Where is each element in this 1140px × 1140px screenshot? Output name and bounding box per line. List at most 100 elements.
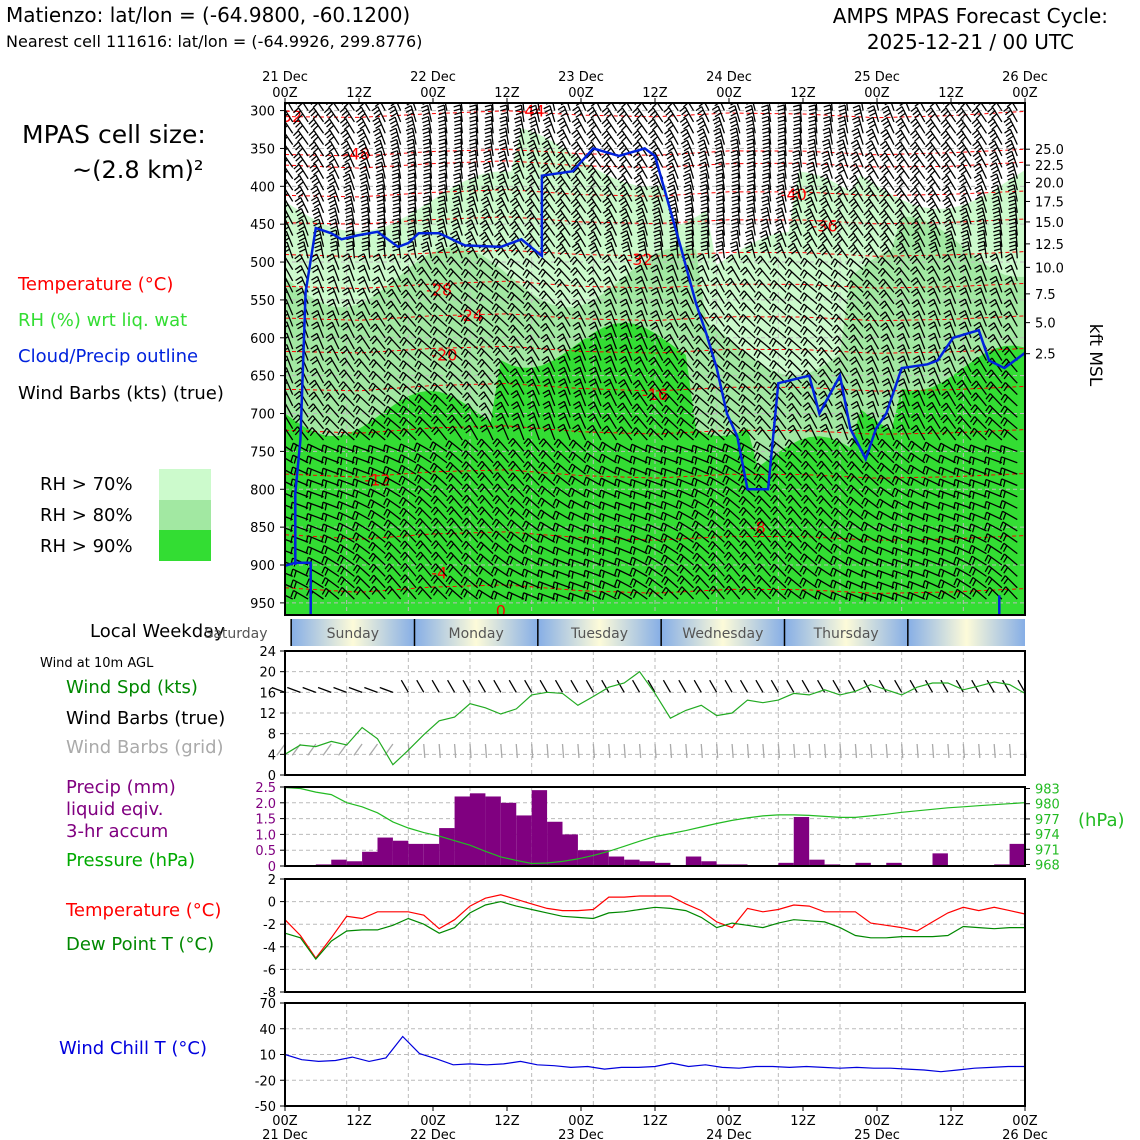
wind-barb-feather — [499, 130, 507, 135]
wind-barb-feather — [290, 466, 294, 475]
wind-barb-feather — [439, 168, 447, 172]
wind-barb-feather — [312, 113, 319, 120]
wind-barb-feather — [445, 360, 451, 367]
wind-barb-feather — [525, 174, 532, 180]
wind-barb-feather — [324, 356, 331, 363]
wind-barb-feather — [285, 402, 286, 403]
wind-barb-feather — [652, 210, 660, 215]
wind-barb-staff — [449, 587, 463, 600]
wind-barb-feather — [638, 248, 646, 252]
wind-barb-feather — [636, 199, 643, 205]
wind-barb-feather — [694, 431, 700, 438]
forecast-cycle-title: AMPS MPAS Forecast Cycle: 2025-12-21 / 0… — [833, 3, 1108, 55]
wind-barb-feather — [351, 456, 355, 464]
wind-barb-feather — [476, 358, 483, 366]
wind-barb-feather — [341, 287, 349, 293]
wind-barb-feather — [500, 123, 508, 127]
wind-barb-feather — [573, 109, 581, 115]
wind-barb-staff — [696, 552, 710, 566]
wind-barb-staff — [376, 288, 386, 305]
wind-barb-feather — [742, 257, 749, 264]
wind-barb-feather — [325, 395, 332, 402]
wind-barb-feather — [726, 316, 732, 323]
wind-barb-feather — [634, 275, 642, 281]
wind-barb-feather — [388, 95, 394, 99]
wind-barb-feather — [670, 236, 678, 241]
wind-barb-staff — [752, 139, 756, 157]
wind-barb-staff — [569, 592, 586, 600]
wind-barb-feather — [761, 225, 769, 230]
wind-barb-feather — [601, 164, 608, 171]
wind-barb-feather — [651, 290, 659, 296]
wind-barb-staff — [699, 300, 710, 316]
wind-barb-feather — [725, 374, 731, 382]
wind-barb-staff — [322, 467, 340, 475]
wind-barb-feather — [437, 225, 445, 230]
wind-barb-feather — [632, 457, 636, 465]
wind-barb-feather — [479, 532, 485, 539]
wind-barb-feather — [603, 366, 611, 372]
wind-barb-feather — [542, 337, 549, 343]
wind-barb-feather — [679, 384, 685, 392]
wind-barb-staff — [640, 333, 648, 350]
wind-barb-staff — [697, 335, 710, 350]
wind-barb-feather — [463, 362, 469, 369]
wind-barb-staff — [697, 347, 710, 361]
wind-barb-staff — [594, 355, 602, 373]
wind-barb-feather — [373, 120, 381, 126]
wind-barb-staff — [544, 232, 556, 248]
wind-barb-feather — [497, 249, 504, 256]
wind-barb-feather — [386, 457, 390, 465]
wind-barb-feather — [661, 587, 667, 594]
wind-barb-feather — [660, 522, 664, 530]
wind-barb-feather — [340, 589, 346, 597]
wind-barb-feather — [524, 232, 531, 239]
wind-barb-staff — [576, 220, 587, 236]
wind-barb-feather — [290, 524, 293, 533]
wind-barb-staff — [359, 334, 371, 350]
wind-barb-staff — [671, 162, 679, 179]
wind-barb-feather — [648, 430, 654, 437]
wind-barb-feather — [279, 492, 281, 499]
wind-barb-feather — [694, 555, 700, 562]
wind-barb-feather — [557, 178, 564, 185]
wind-barbs-grid-label: Wind Barbs (grid) — [66, 737, 224, 758]
wind-barb-feather — [588, 144, 595, 151]
wind-barb-staff — [285, 492, 293, 498]
wind-barb-feather — [402, 316, 408, 323]
wind-barb-staff — [741, 371, 756, 384]
wind-barb-staff — [607, 254, 618, 270]
wind-barb-feather — [356, 337, 363, 344]
cell-size-label: MPAS cell size: — [22, 120, 206, 149]
wind-barb-staff — [449, 451, 463, 464]
wind-barb-feather — [753, 462, 759, 470]
wind-barb-feather — [383, 519, 389, 527]
wind-barb-feather — [745, 233, 753, 238]
wind-barb-staff — [323, 523, 340, 532]
wind-barb-staff — [570, 511, 586, 521]
wind-barb-feather — [700, 221, 708, 225]
wind-barb-feather — [738, 360, 743, 368]
wind-barb-feather — [279, 444, 282, 450]
wind-barb-staff — [548, 117, 556, 134]
wind-barb-feather — [323, 107, 330, 114]
wind-barb-feather — [746, 112, 754, 116]
wind-barb-feather — [293, 152, 300, 159]
wind-barb-feather — [402, 565, 408, 573]
wind-barb-feather — [522, 269, 528, 276]
wind-barb-feather — [529, 158, 536, 163]
wind-barb-feather — [614, 568, 618, 576]
wind-barb-staff — [361, 311, 371, 327]
wind-barb-staff — [625, 333, 633, 350]
wind-barb-feather — [523, 461, 529, 468]
wind-barb-feather — [772, 578, 777, 585]
wind-barb-feather — [370, 479, 374, 487]
wind-barb-feather — [769, 392, 776, 400]
wind-barb-feather — [485, 111, 493, 115]
wind-barb-feather — [297, 136, 304, 143]
wind-barb-staff — [621, 107, 633, 123]
wind-barb-feather — [312, 199, 320, 205]
wind-barb-staff — [450, 540, 463, 555]
wind-barb-feather — [477, 472, 483, 479]
wind-barb-feather — [706, 487, 711, 495]
